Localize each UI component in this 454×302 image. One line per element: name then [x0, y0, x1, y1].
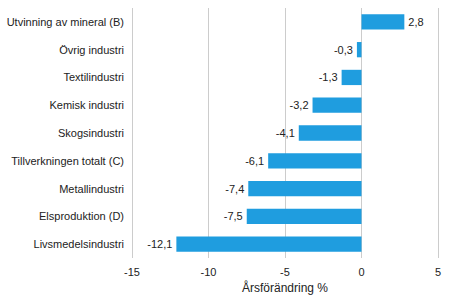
svg-text:2,8: 2,8	[408, 16, 423, 28]
svg-text:-7,5: -7,5	[224, 210, 243, 222]
svg-text:Livsmedelsindustri: Livsmedelsindustri	[34, 238, 124, 250]
svg-text:-5: -5	[280, 266, 290, 278]
svg-text:5: 5	[435, 266, 441, 278]
svg-text:0: 0	[358, 266, 364, 278]
svg-text:-4,1: -4,1	[276, 127, 295, 139]
svg-text:-15: -15	[124, 266, 140, 278]
svg-text:-1,3: -1,3	[319, 71, 338, 83]
svg-text:Skogsindustri: Skogsindustri	[58, 127, 124, 139]
svg-text:-10: -10	[201, 266, 217, 278]
svg-text:Elsproduktion (D): Elsproduktion (D)	[39, 210, 124, 222]
svg-text:Utvinning av mineral (B): Utvinning av mineral (B)	[7, 16, 124, 28]
svg-text:-6,1: -6,1	[245, 155, 264, 167]
svg-text:Årsförändring %: Årsförändring %	[242, 280, 328, 295]
svg-text:Övrig industri: Övrig industri	[59, 44, 124, 56]
svg-text:-3,2: -3,2	[290, 99, 309, 111]
svg-text:-0,3: -0,3	[334, 44, 353, 56]
svg-text:Kemisk industri: Kemisk industri	[49, 99, 124, 111]
svg-text:Textilindustri: Textilindustri	[63, 71, 124, 83]
svg-text:Metallindustri: Metallindustri	[59, 183, 124, 195]
svg-text:Tillverkningen totalt (C): Tillverkningen totalt (C)	[11, 155, 124, 167]
svg-text:-7,4: -7,4	[225, 183, 244, 195]
svg-text:-12,1: -12,1	[147, 238, 172, 250]
